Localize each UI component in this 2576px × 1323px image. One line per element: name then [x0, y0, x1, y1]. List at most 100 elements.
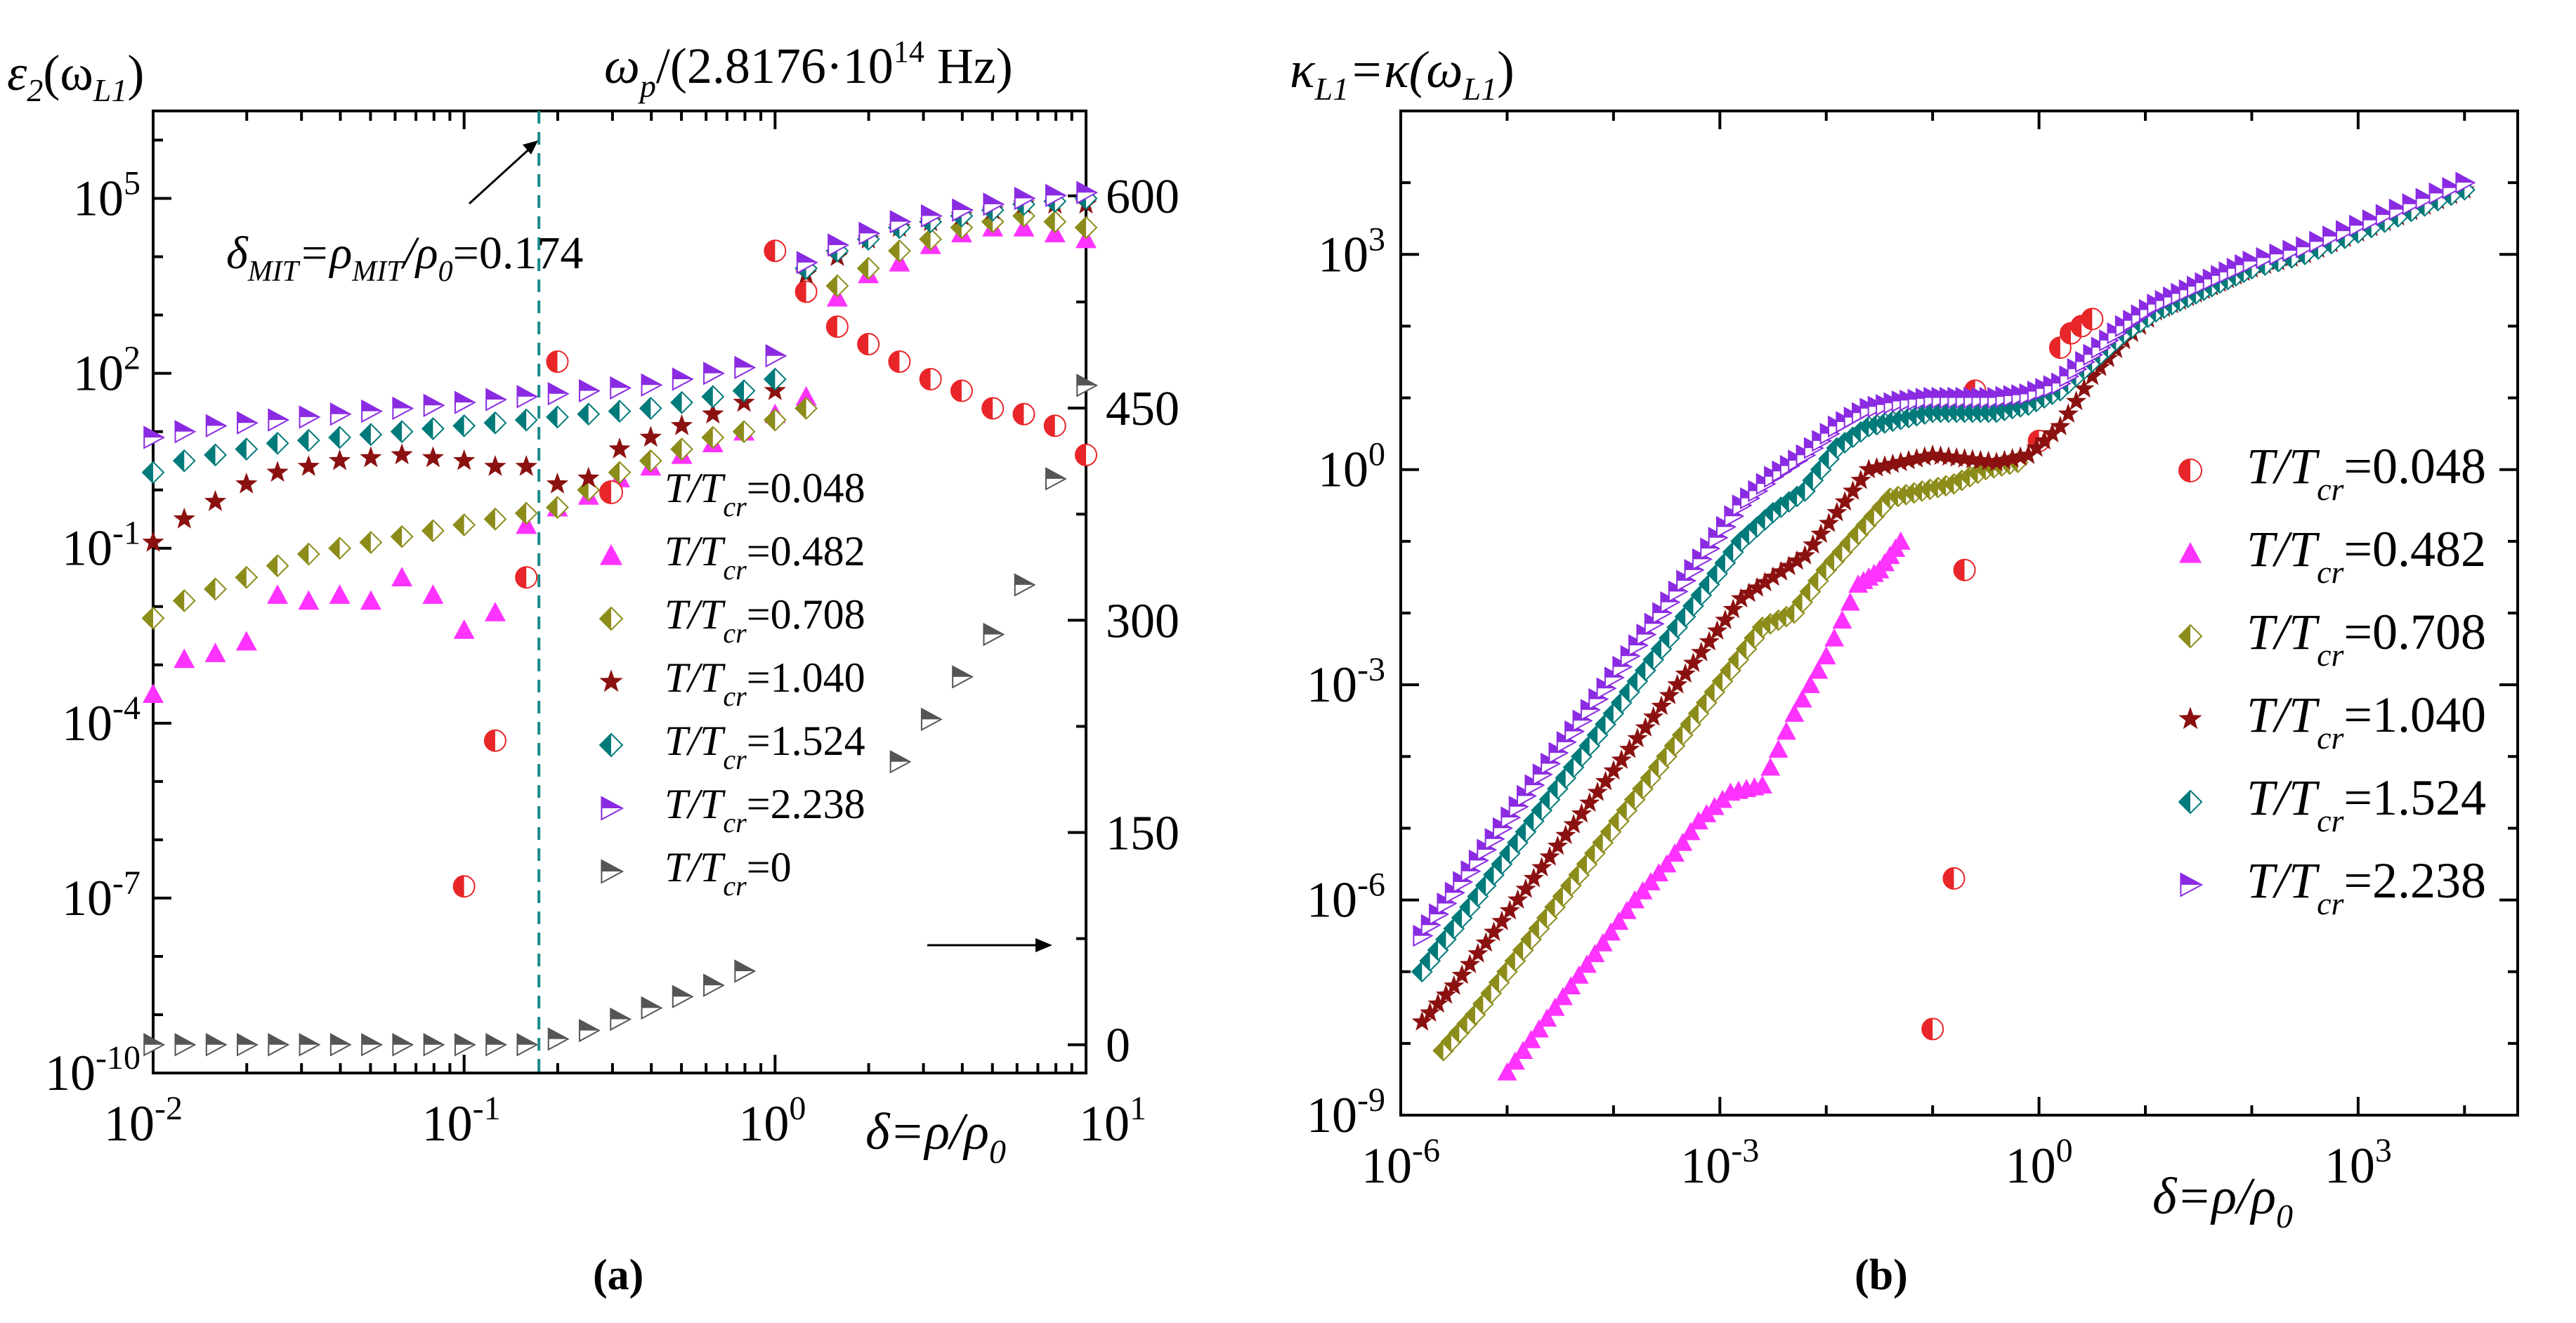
a-point	[546, 472, 569, 494]
a-point	[360, 590, 381, 610]
a-x-tick-label: 10-1	[422, 1090, 501, 1152]
panel-b-y-ticks: 10-9 10-6 10-3 100 103	[1307, 181, 2518, 1143]
a-legend-marker	[599, 669, 623, 692]
a-point	[452, 414, 476, 437]
a-legend-marker	[600, 544, 622, 565]
b-title-part1: L1	[1314, 71, 1349, 107]
b-point	[1529, 1019, 1549, 1038]
b-point	[1451, 964, 1472, 985]
b-point	[1593, 933, 1613, 952]
mit-part1: MIT	[247, 256, 301, 288]
a-point	[672, 985, 694, 1008]
a-point	[919, 228, 943, 251]
b-point	[1499, 900, 1520, 920]
a-point	[172, 589, 196, 612]
b-point	[1921, 1018, 1944, 1041]
a-point	[672, 367, 694, 391]
a-point	[1012, 402, 1035, 426]
mit-annotation: δMIT=ρMIT/ρ0=0.174	[226, 228, 583, 288]
a-point	[143, 426, 166, 449]
b-legend-marker	[2178, 789, 2203, 815]
panel-a: 10-2 10-1 100 101 10-10 10-7 10-4 10-1 102 105 0…	[7, 34, 1179, 1299]
b-point	[1411, 1011, 1432, 1031]
b-point	[2242, 250, 2263, 273]
a-right-title-part0: ω	[604, 38, 640, 94]
b-point	[1890, 452, 1911, 471]
b-point	[1507, 889, 1529, 909]
b-point	[1779, 555, 1800, 576]
a-point	[235, 437, 259, 461]
a-point	[452, 875, 476, 898]
a-series-2	[141, 204, 1098, 630]
b-point	[1537, 1008, 1557, 1027]
a-point	[1043, 210, 1067, 234]
b-point	[1467, 942, 1489, 963]
a-point	[392, 396, 414, 421]
a-legend-marker	[601, 796, 625, 821]
b-point	[1571, 803, 1593, 823]
b-point	[1444, 975, 1465, 995]
b-point	[1523, 867, 1544, 888]
a-point	[296, 428, 320, 452]
a-point	[142, 530, 164, 552]
b-legend-marker	[2178, 624, 2203, 649]
b-point	[2002, 448, 2023, 468]
b-point	[1579, 792, 1600, 812]
b-point	[1531, 857, 1552, 877]
b-point	[1768, 739, 1789, 758]
a-left-tick-label: 102	[73, 340, 140, 402]
a-point	[732, 379, 756, 402]
a-x-tick-label: 10-2	[104, 1090, 183, 1152]
a-point	[950, 379, 973, 402]
a-point	[703, 361, 725, 386]
a-point	[546, 350, 569, 374]
b-legend-label: T/Tcr=0.708	[2247, 604, 2486, 673]
b-legend-marker	[2178, 706, 2202, 730]
a-point	[856, 256, 880, 280]
b-point	[1866, 456, 1888, 477]
b-point	[1577, 954, 1597, 973]
b-point	[1435, 984, 1456, 1004]
a-left-title-part3: L1	[93, 72, 128, 108]
b-point	[2081, 308, 2104, 331]
a-point	[795, 386, 817, 406]
a-point	[952, 198, 974, 222]
b-point	[1563, 813, 1584, 834]
a-point	[297, 455, 320, 476]
a-point	[515, 566, 538, 589]
a-point	[268, 1033, 290, 1057]
a-point	[454, 390, 476, 414]
b-point	[1800, 675, 1820, 694]
a-point	[795, 280, 818, 303]
panel-b-y-axis-title: κL1=κ(ωL1)	[1290, 41, 1515, 107]
b-point	[1521, 1029, 1541, 1048]
a-point	[983, 192, 1005, 216]
a-point	[204, 489, 227, 511]
a-series-6	[143, 374, 1099, 1057]
b-point	[1834, 491, 1855, 511]
mit-arrow-head	[523, 140, 538, 154]
b-point	[1994, 449, 2015, 470]
a-point	[516, 385, 539, 409]
a-point	[484, 602, 506, 621]
b-point	[1890, 531, 1911, 550]
a-point	[796, 251, 818, 275]
a-right-tick-label: 450	[1106, 382, 1179, 436]
a-point	[1076, 374, 1099, 397]
b-y-tick-label: 10-9	[1307, 1081, 1385, 1143]
a-point	[298, 590, 320, 610]
b-point	[1882, 453, 1903, 473]
b-point	[1706, 620, 1728, 640]
b-point	[2336, 220, 2357, 242]
a-point	[423, 393, 445, 417]
a-point	[390, 525, 414, 548]
b-point	[2018, 444, 2039, 464]
b-legend-label: T/Tcr=2.238	[2247, 853, 2486, 921]
a-point	[235, 565, 259, 589]
a-point	[920, 707, 943, 732]
b-point	[1427, 993, 1449, 1013]
a-point	[639, 449, 662, 473]
a-point	[391, 567, 413, 586]
b-legend-label: T/Tcr=1.040	[2247, 687, 2486, 756]
b-point	[1786, 550, 1807, 570]
